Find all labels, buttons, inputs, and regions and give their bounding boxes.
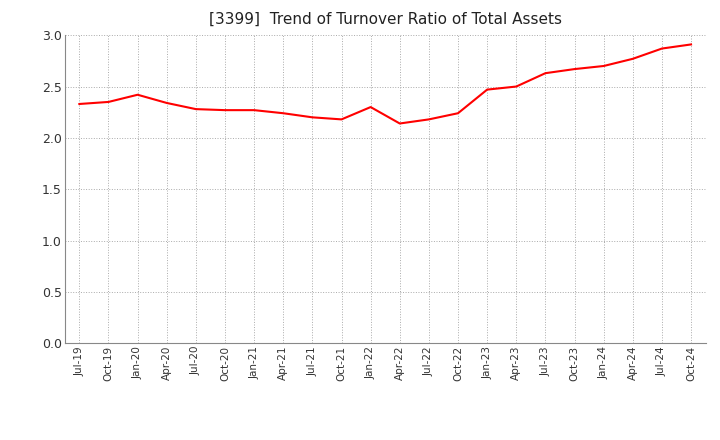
Title: [3399]  Trend of Turnover Ratio of Total Assets: [3399] Trend of Turnover Ratio of Total …	[209, 12, 562, 27]
